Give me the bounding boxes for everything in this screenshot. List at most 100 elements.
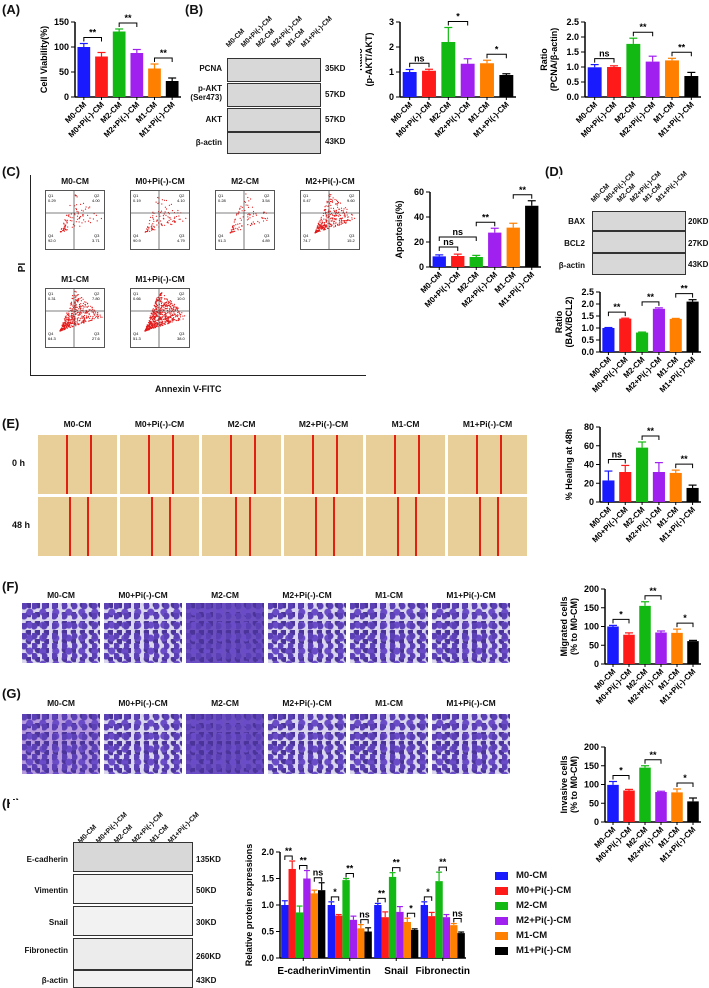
svg-text:**: **: [89, 28, 97, 38]
flow-plot: Q1 0.66 Q2 10.0 Q3 38.0 Q4 51.3: [130, 288, 190, 348]
svg-text:0: 0: [594, 659, 599, 669]
wound-image: [284, 497, 363, 556]
svg-text:**: **: [639, 22, 647, 32]
svg-text:64.3: 64.3: [48, 336, 57, 341]
blot-label: Fibronectin: [10, 946, 68, 955]
blot-label: PCNA: [190, 64, 222, 73]
chart-f-migrated: 0 50 100 150 200 Migrated cells (% to M0-CM) M0…: [555, 577, 705, 717]
transwell-column-title: M1+Pi(-)-CM: [432, 698, 510, 708]
flow-plot-title: M0-CM: [40, 176, 110, 186]
svg-text:**: **: [439, 857, 447, 867]
svg-text:Relative protein expressions: Relative protein expressions: [244, 844, 254, 967]
svg-text:4.10: 4.10: [177, 198, 186, 203]
kd-label: 35KD: [325, 64, 345, 73]
chart-d-bax-bcl2: 0.0 0.5 1.0 1.5 2.0 2.5 Ratio (BAX/BCL2) M0-CM M0…: [555, 280, 705, 405]
svg-text:9.60: 9.60: [347, 198, 356, 203]
wound-image: [284, 435, 363, 494]
svg-text:(p-AKT/AKT): (p-AKT/AKT): [364, 33, 374, 87]
svg-text:150: 150: [584, 761, 599, 771]
western-blot-d: M0-CM M0+Pi(-)-CM M2-CM M2+Pi(-)-CM M1-C…: [560, 175, 705, 275]
svg-text:ns: ns: [443, 237, 454, 247]
kd-label: 43KD: [325, 137, 345, 146]
blot-label: Snail: [10, 918, 68, 927]
transwell-image: [268, 603, 346, 663]
wound-image: [202, 435, 281, 494]
svg-text:**: **: [482, 212, 490, 222]
svg-text:**: **: [678, 42, 686, 52]
svg-text:*: *: [619, 766, 623, 776]
svg-text:1.5: 1.5: [566, 47, 579, 57]
flow-plot: Q1 0.29 Q2 4.00 Q3 3.71 Q4 92.0: [45, 190, 105, 250]
svg-text:ns: ns: [414, 53, 425, 63]
flow-plot-title: M2+Pi(-)-CM: [295, 176, 365, 186]
svg-text:60: 60: [414, 187, 424, 197]
chart-b-pcna-ratio: 0.0 0.5 1.0 1.5 2.0 2.5 Ratio (PCNA/β-actin) M0-…: [540, 10, 705, 150]
kd-label: 43KD: [196, 976, 216, 985]
svg-text:**: **: [346, 864, 354, 874]
svg-text:(% to M0-CM): (% to M0-CM): [569, 598, 579, 655]
svg-text:2.5: 2.5: [566, 17, 579, 27]
blot-label: p-AKT (Ser473): [190, 84, 222, 102]
svg-text:Cell Viability(%): Cell Viability(%): [39, 26, 49, 93]
svg-text:2.0: 2.0: [261, 847, 274, 857]
flow-xlabel: Annexin V-FITC: [155, 384, 222, 394]
lane-label: M1+Pi(-)-CM: [167, 811, 201, 845]
wound-column-title: M0-CM: [38, 419, 117, 429]
svg-text:3: 3: [389, 17, 394, 27]
svg-text:2: 2: [389, 42, 394, 52]
transwell-image: [186, 603, 264, 663]
legend-item: M0+Pi(-)-CM: [495, 883, 571, 898]
wound-image: [448, 497, 527, 556]
svg-text:0.28: 0.28: [218, 198, 227, 203]
transwell-column-title: M2-CM: [186, 698, 264, 708]
blot-label: BAX: [555, 217, 585, 226]
svg-text:*: *: [409, 903, 413, 913]
svg-text:% Healing at 48h: % Healing at 48h: [564, 429, 574, 501]
flow-plot: Q1 0.28 Q2 3.54 Q3 4.89 Q4 91.3: [215, 190, 275, 250]
svg-text:27.6: 27.6: [92, 336, 101, 341]
svg-text:20: 20: [414, 237, 424, 247]
svg-text:0: 0: [389, 92, 394, 102]
svg-text:4.79: 4.79: [177, 238, 186, 243]
svg-text:80: 80: [584, 422, 594, 432]
svg-text:200: 200: [584, 742, 599, 752]
kd-label: 27KD: [688, 239, 708, 248]
svg-text:ns: ns: [359, 910, 370, 920]
blot-label: β-actin: [10, 976, 68, 985]
svg-text:50: 50: [589, 640, 599, 650]
svg-text:91.3: 91.3: [218, 238, 227, 243]
svg-text:ns: ns: [452, 909, 463, 919]
svg-text:*: *: [683, 773, 687, 783]
svg-text:1.5: 1.5: [581, 311, 594, 321]
svg-text:40: 40: [414, 212, 424, 222]
transwell-column-title: M1+Pi(-)-CM: [432, 590, 510, 600]
legend-item: M1-CM: [495, 928, 571, 943]
svg-text:ns: ns: [313, 868, 324, 878]
svg-text:1: 1: [389, 67, 394, 77]
transwell-image: [104, 603, 182, 663]
svg-text:0: 0: [589, 497, 594, 507]
svg-text:40: 40: [584, 460, 594, 470]
svg-text:*: *: [426, 887, 430, 897]
transwell-image: [104, 714, 182, 774]
svg-text:2.5: 2.5: [581, 287, 594, 297]
svg-text:**: **: [613, 302, 621, 312]
legend-item: M0-CM: [495, 868, 571, 883]
wound-column-title: M1+Pi(-)-CM: [448, 419, 527, 429]
svg-text:**: **: [378, 888, 386, 898]
svg-text:E-cadherin: E-cadherin: [277, 966, 329, 977]
svg-text:**: **: [160, 48, 168, 58]
blot-label: Vimentin: [10, 886, 68, 895]
kd-label: 135KD: [196, 855, 221, 864]
flow-plot-title: M2-CM: [210, 176, 280, 186]
svg-text:**: **: [681, 454, 689, 464]
svg-text:0.29: 0.29: [48, 198, 57, 203]
blot-label: BCL2: [555, 239, 585, 248]
svg-text:4.00: 4.00: [92, 198, 101, 203]
svg-text:100: 100: [584, 780, 599, 790]
svg-text:0: 0: [419, 262, 424, 272]
chart-e-healing: 0 20 40 60 80% Healing at 48h M0-CM M0+Pi(-)-C…: [555, 415, 705, 555]
svg-text:1.0: 1.0: [261, 900, 274, 910]
svg-text:60: 60: [584, 441, 594, 451]
flow-plot: Q1 0.19 Q2 4.10 Q3 4.79 Q4 90.9: [130, 190, 190, 250]
